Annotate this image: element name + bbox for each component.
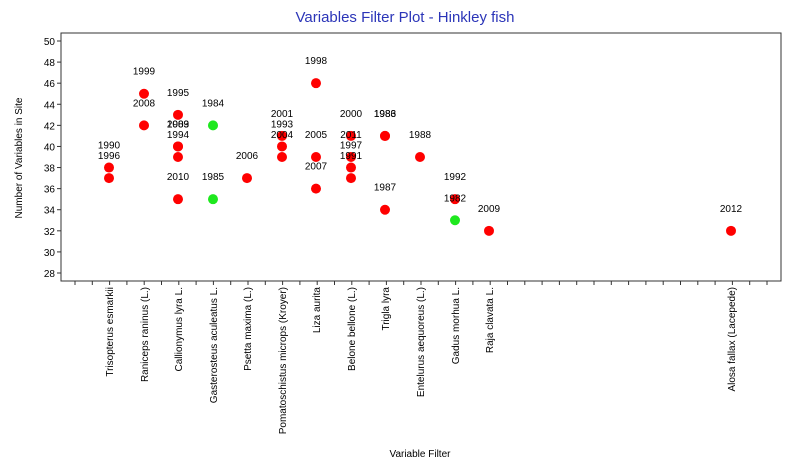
x-axis: Trisopterus esmarkii Raniceps raninus (L.… (74, 281, 768, 434)
x-tick-label: Entelurus aequoreus (L.) (416, 287, 427, 397)
data-point (173, 109, 183, 120)
data-point (311, 78, 321, 89)
data-label: 2005 (305, 130, 328, 141)
data-label: 1986 (374, 109, 397, 120)
data-label: 1984 (202, 98, 225, 109)
y-tick-label: 44 (44, 100, 56, 111)
data-label: 1983 (374, 109, 397, 120)
data-label: 1985 (202, 172, 225, 183)
data-point (242, 173, 252, 184)
x-tick-label: Pomatoschistus microps (Kroyer) (278, 287, 289, 434)
y-tick-label: 40 (44, 142, 56, 153)
x-tick-label: Alosa fallax (Lacepede) (727, 287, 738, 392)
y-tick-label: 28 (44, 269, 56, 280)
data-point (415, 152, 425, 162)
data-point (139, 88, 149, 99)
x-tick-label: Gasterosteus aculeatus L. (209, 287, 220, 403)
data-label: 1982 (444, 193, 467, 204)
x-axis-label: Variable Filter (390, 449, 452, 460)
x-tick-label: Trigla lyra (381, 287, 392, 331)
data-point (173, 141, 183, 152)
data-point (346, 173, 356, 184)
data-point (346, 130, 356, 141)
data-label: 1992 (444, 172, 467, 183)
data-label: 1989 (167, 119, 190, 130)
data-label: 1991 (340, 151, 363, 162)
data-label: 1997 (340, 141, 363, 152)
data-point (346, 162, 356, 173)
data-label: 1990 (98, 141, 121, 152)
data-label: 2003 (167, 119, 190, 130)
x-tick-label: Trisopterus esmarkii (105, 287, 116, 377)
x-tick-label: Callionymus lyra L. (174, 287, 185, 371)
data-label: 2001 (271, 109, 294, 120)
data-label: 1987 (374, 183, 397, 194)
y-tick-label: 50 (44, 37, 56, 48)
data-point (173, 152, 183, 162)
data-point (380, 204, 390, 215)
chart-title: Variables Filter Plot - Hinkley fish (296, 9, 515, 26)
data-label: 1988 (409, 130, 432, 141)
y-tick-label: 38 (44, 164, 56, 175)
y-tick-label: 32 (44, 227, 56, 238)
y-tick-label: 42 (44, 121, 56, 132)
x-tick-label: Belone bellone (L.) (347, 287, 358, 371)
data-point (484, 225, 494, 236)
data-point (346, 152, 356, 162)
data-point (208, 120, 218, 131)
x-tick-label: Gadus morhua L. (451, 287, 462, 364)
data-label: 2010 (167, 172, 190, 183)
data-label: 2012 (720, 204, 743, 215)
x-tick-label: Raja clavata L. (485, 287, 496, 353)
data-label: 2006 (236, 151, 259, 162)
data-point (311, 152, 321, 162)
y-tick-label: 46 (44, 79, 56, 90)
data-label: 1999 (133, 67, 156, 78)
data-label: 1993 (271, 119, 294, 130)
y-axis-label: Number of Variables in Site (14, 97, 25, 218)
y-tick-label: 36 (44, 185, 56, 196)
data-label: 2008 (133, 98, 156, 109)
data-point (208, 194, 218, 205)
y-axis: 28 30 32 34 36 38 40 42 44 46 48 50 (44, 37, 61, 280)
y-tick-label: 48 (44, 58, 56, 69)
data-label: 1995 (167, 88, 190, 99)
data-label: 2009 (478, 204, 501, 215)
data-point (173, 194, 183, 205)
y-tick-label: 34 (44, 206, 56, 217)
data-point (104, 162, 114, 173)
data-points (104, 78, 736, 236)
data-point (450, 215, 460, 226)
data-point (726, 225, 736, 236)
x-tick-label: Raniceps raninus (L.) (140, 287, 151, 382)
x-tick-label: Psetta maxima (L.) (243, 287, 254, 371)
data-point (277, 141, 287, 152)
data-point (450, 194, 460, 205)
data-point (139, 120, 149, 131)
data-point (311, 183, 321, 194)
data-label: 1998 (305, 56, 328, 67)
data-label: 2011 (340, 130, 362, 141)
data-label: 2007 (305, 162, 328, 173)
data-point (277, 152, 287, 162)
data-point (277, 130, 287, 141)
data-label: 2000 (340, 109, 363, 120)
data-label: 1996 (98, 151, 121, 162)
data-point (380, 130, 390, 141)
data-point (104, 173, 114, 184)
data-label: 1994 (167, 130, 190, 141)
y-tick-label: 30 (44, 248, 56, 259)
x-tick-label: Liza aurita (312, 287, 323, 334)
data-label: 2004 (271, 130, 294, 141)
